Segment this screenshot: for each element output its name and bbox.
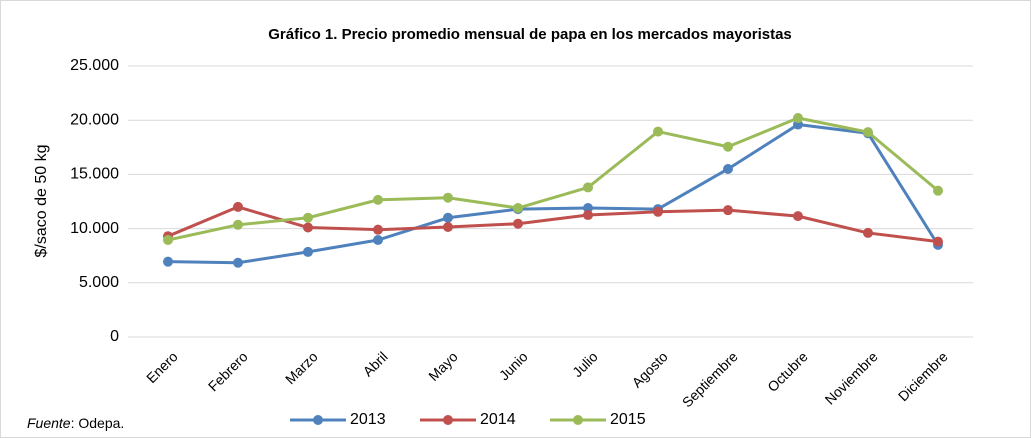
data-point [233,219,243,230]
data-point [233,257,243,268]
y-axis-label: $/saco de 50 kg [33,145,50,258]
data-point [513,218,523,229]
legend-label: 2014 [480,411,516,428]
data-point [583,203,593,214]
data-point [723,163,733,174]
legend-marker [443,415,453,425]
data-point [863,227,873,238]
y-tick-label: 20.000 [70,111,119,128]
source-text: : Odepa. [71,415,125,431]
legend-marker [313,415,323,425]
data-point [443,221,453,232]
data-point [373,194,383,205]
data-point [793,211,803,222]
data-point [653,126,663,137]
data-point [723,205,733,216]
data-point [373,224,383,235]
source-label: Fuente [27,415,71,431]
y-tick-label: 0 [110,328,119,345]
y-tick-label: 5.000 [79,274,119,291]
data-point [303,212,313,223]
data-point [303,246,313,257]
y-tick-label: 25.000 [70,57,119,74]
y-tick-label: 15.000 [70,166,119,183]
data-point [443,192,453,203]
data-point [513,203,523,214]
y-tick-label: 10.000 [70,220,119,237]
data-point [163,256,173,267]
series-line [167,123,940,265]
data-point [583,210,593,221]
legend-label: 2013 [350,411,386,428]
chart-title: Gráfico 1. Precio promedio mensual de pa… [268,26,792,43]
data-point [933,185,943,196]
data-point [233,201,243,212]
legend-label: 2015 [610,411,646,428]
data-point [163,234,173,245]
series-line [167,116,939,242]
legend-marker [573,415,583,425]
data-point [933,236,943,247]
data-point [793,113,803,124]
series-line [167,205,939,244]
data-point [583,182,593,193]
data-point [443,212,453,223]
data-point [723,141,733,152]
source-note: Fuente: Odepa. [27,415,124,431]
data-point [303,222,313,233]
data-point [653,206,663,217]
data-point [863,127,873,138]
data-point [373,234,383,245]
